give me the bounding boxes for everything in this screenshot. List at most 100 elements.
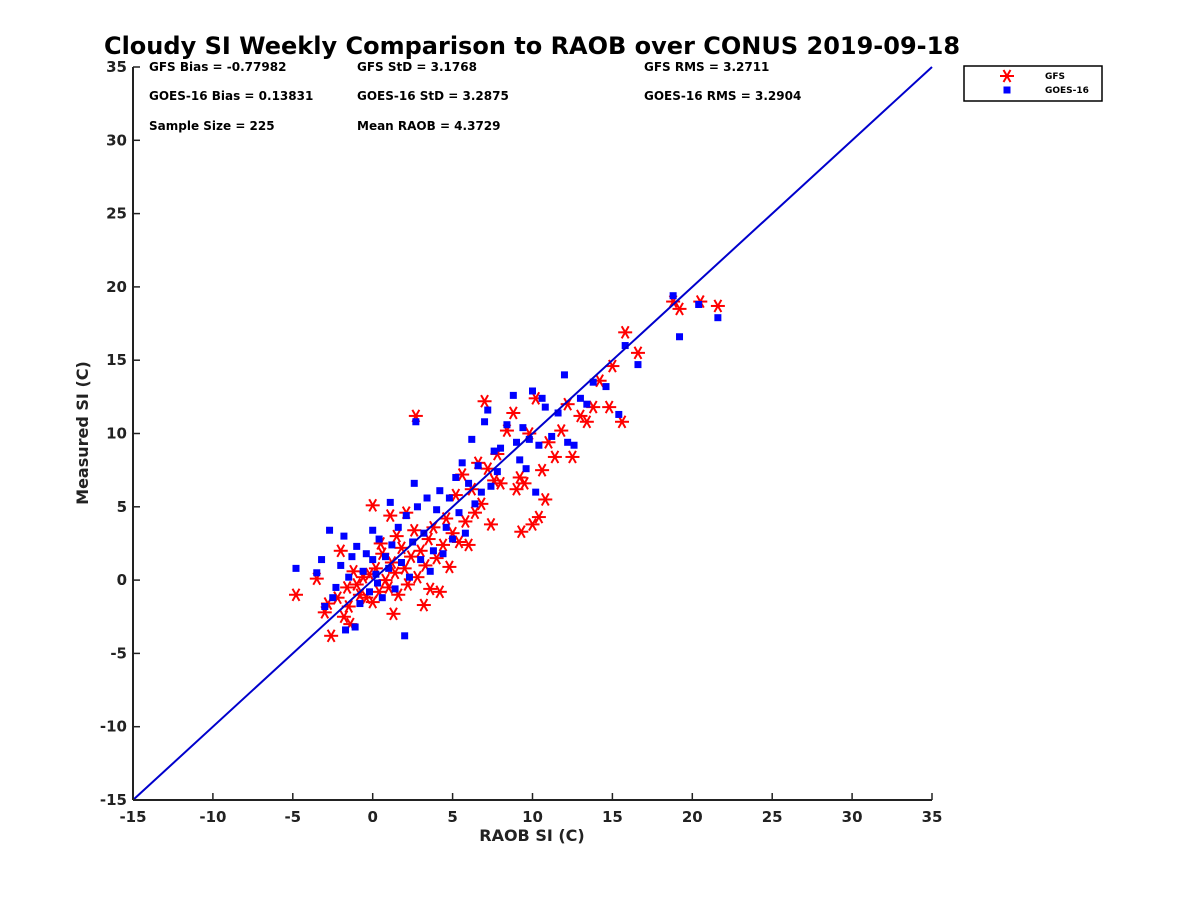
stat-text: GFS StD = 3.1768 [357, 60, 477, 74]
goes16-point [541, 403, 549, 411]
goes16-point [318, 556, 326, 564]
goes16-point [433, 506, 441, 514]
goes16-point [381, 553, 389, 561]
x-tick-label: 5 [447, 808, 457, 826]
gfs-point [423, 582, 438, 596]
goes16-point [332, 583, 340, 591]
y-axis-ticks: -15 -10 -5 0 5 10 15 20 25 30 35 [100, 58, 140, 809]
goes16-point [337, 561, 345, 569]
y-tick-label: -5 [110, 644, 127, 662]
gfs-point [710, 299, 725, 313]
gfs-point [388, 566, 403, 580]
goes16-point [490, 447, 498, 455]
gfs-point [349, 577, 364, 592]
stat-text: Mean RAOB = 4.3729 [357, 119, 501, 133]
gfs-point [386, 607, 401, 621]
x-tick-label: 25 [762, 808, 783, 826]
gfs-point [416, 598, 431, 612]
goes16-point [369, 526, 377, 534]
gfs-point [461, 538, 476, 552]
goes16-point [442, 523, 450, 531]
legend-gfs-marker [1000, 69, 1014, 83]
goes16-point [532, 488, 540, 496]
gfs-point [458, 514, 473, 529]
gfs-point [514, 525, 529, 539]
y-tick-label: 10 [106, 425, 127, 443]
stat-text: GOES-16 Bias = 0.13831 [149, 89, 313, 103]
goes16-point [378, 594, 386, 602]
stat-text: GFS RMS = 3.2711 [644, 60, 769, 74]
gfs-point [573, 409, 588, 423]
gfs-point [413, 544, 428, 558]
stat-text: GOES-16 StD = 3.2875 [357, 89, 509, 103]
goes16-point [394, 523, 402, 531]
goes16-point [529, 387, 536, 395]
goes16-point [445, 494, 453, 502]
goes16-point [329, 594, 337, 602]
goes16-legend-square [1003, 86, 1011, 94]
x-axis-ticks: -15 -10 -5 0 5 10 15 20 25 30 35 [119, 793, 942, 826]
legend-goes-label: GOES-16 [1045, 86, 1089, 96]
y-axis-label: Measured SI (C) [73, 361, 92, 505]
gfs-point [602, 400, 617, 414]
gfs-point [579, 415, 594, 429]
goes16-point [386, 498, 394, 506]
gfs-point [554, 424, 569, 438]
y-tick-label: 25 [106, 205, 127, 223]
gfs-point [333, 544, 348, 558]
goes16-point [449, 535, 457, 543]
goes16-point [583, 400, 591, 408]
goes16-point [602, 383, 610, 391]
gfs-point [538, 492, 553, 507]
goes16-point [353, 542, 361, 550]
goes16-point [452, 473, 460, 481]
gfs-point [288, 588, 303, 602]
gfs-point [324, 629, 339, 643]
gfs-point [467, 506, 482, 520]
x-tick-label: -15 [119, 808, 146, 826]
goes16-point [522, 465, 530, 473]
one-to-one-line [132, 66, 933, 801]
gfs-point [383, 509, 398, 523]
goes16-point [621, 342, 629, 350]
gfs-point [483, 517, 498, 531]
goes16-point [409, 538, 417, 546]
goes16-point [487, 482, 495, 490]
goes16-point [503, 421, 511, 429]
gfs-point [493, 476, 508, 490]
goes16-point [359, 567, 367, 575]
goes16-point [372, 570, 380, 578]
series-goes-16 [292, 292, 722, 640]
gfs-legend-asterisk [1000, 69, 1014, 83]
goes16-point [669, 292, 677, 300]
gfs-point [477, 394, 492, 408]
gfs-point [531, 510, 546, 524]
goes16-point [554, 409, 562, 417]
goes16-point [474, 462, 482, 470]
goes16-point [388, 541, 396, 549]
x-tick-label: -10 [199, 808, 226, 826]
goes16-point [321, 602, 329, 610]
gfs-point [630, 346, 645, 360]
goes16-point [477, 488, 485, 496]
goes16-point [513, 438, 521, 446]
goes16-point [366, 588, 374, 596]
goes16-point [615, 410, 623, 418]
stat-text: GFS Bias = -0.77982 [149, 60, 286, 74]
gfs-point [389, 529, 404, 543]
stat-text: GOES-16 RMS = 3.2904 [644, 89, 801, 103]
goes16-point [714, 314, 722, 322]
goes16-point [412, 418, 420, 426]
goes16-point [373, 579, 381, 587]
goes16-point [417, 556, 425, 564]
goes16-point [402, 512, 410, 520]
plot-area: -15 -10 -5 0 5 10 15 20 25 30 35 -15 -10 -5 0 5 10 15 20 2… [100, 58, 943, 826]
goes16-point [429, 547, 437, 555]
goes16-point [535, 441, 543, 449]
x-tick-label: 10 [522, 808, 543, 826]
y-tick-label: 5 [117, 498, 127, 516]
goes16-point [385, 564, 393, 572]
goes16-point [362, 550, 370, 558]
gfs-point [517, 476, 532, 490]
